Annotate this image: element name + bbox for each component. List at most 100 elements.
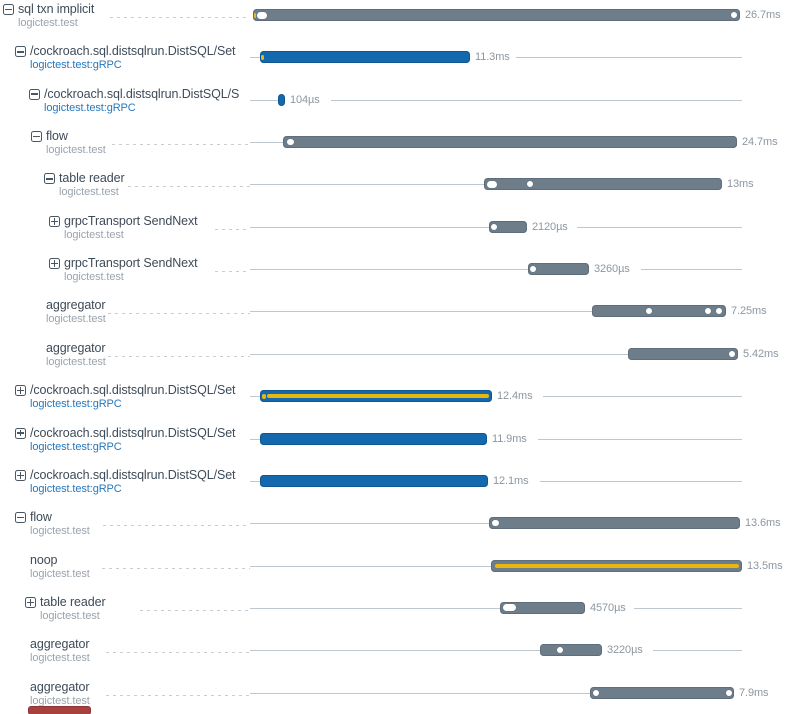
- span-name: aggregator: [30, 638, 90, 652]
- span-service: logictest.test: [46, 355, 106, 368]
- tree-expand-icon[interactable]: [49, 258, 60, 270]
- tree-expand-icon[interactable]: [15, 385, 26, 397]
- span-service: logictest.test: [40, 609, 100, 622]
- log-marker[interactable]: [287, 139, 294, 146]
- span-name: flow: [46, 130, 68, 144]
- trace-row[interactable]: noop logictest.test 13.5ms: [0, 554, 786, 596]
- span-name: /cockroach.sql.distsqlrun.DistSQL/Set: [30, 384, 236, 398]
- span-bar[interactable]: [260, 474, 488, 487]
- trace-row[interactable]: aggregator logictest.test 7.9ms: [0, 681, 786, 714]
- duration-label: 7.25ms: [731, 305, 767, 318]
- span-bar[interactable]: [628, 347, 738, 360]
- tree-expand-icon[interactable]: [15, 427, 26, 439]
- trace-baseline-lead: [250, 99, 278, 101]
- tree-expand-icon[interactable]: [25, 596, 36, 608]
- trace-row[interactable]: /cockroach.sql.distsqlrun.DistSQL/Set log…: [0, 45, 786, 87]
- span-bar[interactable]: [253, 9, 740, 21]
- tree-collapse-icon[interactable]: [15, 512, 26, 524]
- trace-baseline-lead: [250, 184, 484, 186]
- trace-baseline-tail: [577, 226, 742, 228]
- log-marker[interactable]: [492, 520, 499, 527]
- log-marker[interactable]: [261, 54, 264, 60]
- span-bar[interactable]: [590, 686, 734, 699]
- log-marker[interactable]: [716, 308, 722, 315]
- log-marker[interactable]: [503, 604, 516, 612]
- span-service: logictest.test: [30, 652, 90, 665]
- log-marker[interactable]: [705, 308, 711, 315]
- span-bar[interactable]: [500, 601, 585, 614]
- trace-baseline-lead: [250, 607, 500, 609]
- span-label-block: aggregator logictest.test: [46, 342, 250, 368]
- trace-row[interactable]: flow logictest.test 24.7ms: [0, 130, 786, 172]
- trace-row[interactable]: aggregator logictest.test 5.42ms: [0, 342, 786, 384]
- span-name: /cockroach.sql.distsqlrun.DistSQL/Set: [30, 468, 236, 482]
- log-marker[interactable]: [257, 11, 267, 19]
- duration-label: 104µs: [290, 93, 320, 106]
- log-marker[interactable]: [557, 647, 563, 654]
- log-marker[interactable]: [527, 181, 533, 188]
- tree-collapse-icon[interactable]: [44, 173, 55, 185]
- span-name: flow: [30, 511, 52, 525]
- trace-baseline-lead: [250, 565, 491, 567]
- span-name: /cockroach.sql.distsqlrun.DistSQL/Set: [30, 426, 236, 440]
- log-marker[interactable]: [262, 393, 266, 399]
- log-marker[interactable]: [491, 223, 497, 230]
- span-bar[interactable]: [592, 305, 726, 318]
- span-bar[interactable]: [540, 644, 602, 657]
- leader-line: [108, 355, 250, 357]
- span-bar[interactable]: [260, 432, 487, 445]
- trace-row[interactable]: sql txn implicit logictest.test 26.7ms: [0, 3, 786, 45]
- tree-collapse-icon[interactable]: [3, 4, 14, 15]
- trace-baseline-tail: [516, 57, 742, 59]
- span-label-block: /cockroach.sql.distsqlrun.DistSQL/Set log…: [30, 427, 250, 453]
- span-service: logictest.test: [30, 567, 90, 580]
- trace-baseline-lead: [250, 226, 489, 228]
- trace-row[interactable]: aggregator logictest.test 7.25ms: [0, 299, 786, 341]
- trace-row[interactable]: table reader logictest.test 13ms: [0, 172, 786, 214]
- log-marker[interactable]: [731, 12, 737, 18]
- trace-row[interactable]: grpcTransport SendNext logictest.test 2120…: [0, 215, 786, 257]
- trace-baseline-tail: [653, 650, 742, 652]
- duration-label: 11.9ms: [492, 432, 527, 445]
- duration-label: 11.3ms: [475, 51, 510, 64]
- log-marker[interactable]: [646, 308, 652, 315]
- log-marker[interactable]: [726, 689, 732, 696]
- tree-expand-icon[interactable]: [15, 469, 26, 481]
- tree-collapse-icon[interactable]: [29, 88, 40, 100]
- trace-row[interactable]: aggregator logictest.test 3220µs: [0, 638, 786, 680]
- trace-row[interactable]: /cockroach.sql.distsqlrun.DistSQL/S logic…: [0, 88, 786, 130]
- tree-collapse-icon[interactable]: [31, 131, 42, 143]
- trace-row[interactable]: /cockroach.sql.distsqlrun.DistSQL/Set log…: [0, 384, 786, 426]
- duration-label: 13ms: [727, 178, 754, 191]
- partial-error-span-bar[interactable]: [28, 706, 91, 714]
- log-marker[interactable]: [530, 266, 536, 273]
- span-name: table reader: [40, 595, 106, 609]
- span-bar[interactable]: [528, 263, 589, 276]
- leader-line: [112, 144, 250, 146]
- trace-baseline-lead: [250, 269, 528, 271]
- span-bar[interactable]: [489, 517, 740, 530]
- log-marker[interactable]: [487, 180, 497, 188]
- trace-row[interactable]: flow logictest.test 13.6ms: [0, 511, 786, 553]
- trace-row[interactable]: /cockroach.sql.distsqlrun.DistSQL/Set log…: [0, 427, 786, 469]
- log-marker[interactable]: [593, 689, 599, 696]
- log-marker[interactable]: [254, 12, 256, 18]
- duration-label: 13.6ms: [745, 517, 781, 530]
- trace-baseline-lead: [250, 57, 260, 59]
- span-bar[interactable]: [260, 51, 470, 64]
- log-marker[interactable]: [729, 350, 735, 357]
- trace-baseline-lead: [250, 650, 540, 652]
- duration-label: 26.7ms: [745, 9, 781, 21]
- span-bar[interactable]: [278, 93, 285, 106]
- span-bar[interactable]: [283, 136, 737, 149]
- trace-row[interactable]: grpcTransport SendNext logictest.test 3260…: [0, 257, 786, 299]
- span-service: logictest.test: [59, 186, 119, 199]
- leader-line: [128, 186, 250, 188]
- tree-expand-icon[interactable]: [49, 215, 60, 227]
- tree-collapse-icon[interactable]: [15, 46, 26, 58]
- trace-row[interactable]: table reader logictest.test 4570µs: [0, 596, 786, 638]
- span-bar[interactable]: [489, 220, 527, 233]
- span-bar[interactable]: [484, 178, 722, 191]
- span-label-block: grpcTransport SendNext logictest.test: [64, 215, 250, 241]
- trace-row[interactable]: /cockroach.sql.distsqlrun.DistSQL/Set log…: [0, 469, 786, 511]
